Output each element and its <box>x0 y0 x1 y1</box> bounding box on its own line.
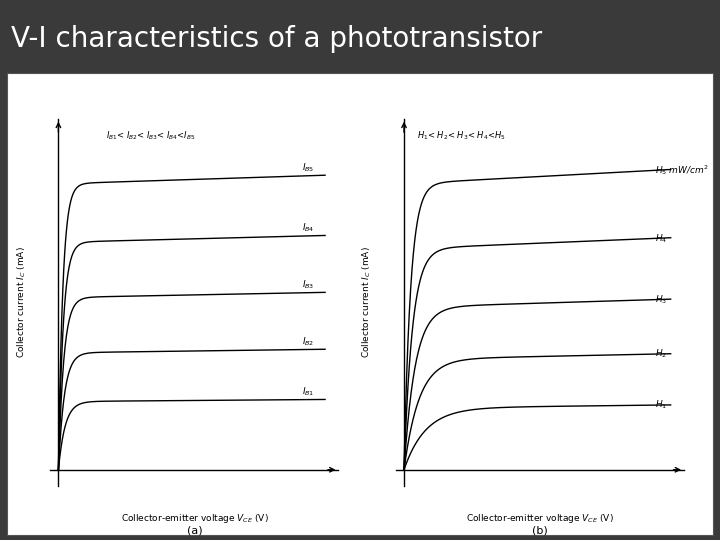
Text: (a): (a) <box>186 526 202 536</box>
Text: Collector current $I_C$ (mA): Collector current $I_C$ (mA) <box>361 246 374 359</box>
Text: Collector current $I_C$ (mA): Collector current $I_C$ (mA) <box>15 246 28 359</box>
Text: $H_3$: $H_3$ <box>655 293 667 306</box>
Text: $I_{B3}$: $I_{B3}$ <box>302 278 315 291</box>
Text: Collector-emitter voltage $V_{CE}$ (V): Collector-emitter voltage $V_{CE}$ (V) <box>120 512 269 525</box>
Text: $H_5$ mW/cm$^2$: $H_5$ mW/cm$^2$ <box>655 164 709 178</box>
Text: $H_1$< $H_2$< $H_3$< $H_4$<$H_5$: $H_1$< $H_2$< $H_3$< $H_4$<$H_5$ <box>418 129 506 141</box>
Text: (b): (b) <box>532 526 548 536</box>
Text: $I_{B2}$: $I_{B2}$ <box>302 335 315 348</box>
Text: $I_{B1}$< $I_{B2}$< $I_{B3}$< $I_{B4}$<$I_{B5}$: $I_{B1}$< $I_{B2}$< $I_{B3}$< $I_{B4}$<$… <box>107 129 196 141</box>
Text: Collector-emitter voltage $V_{CE}$ (V): Collector-emitter voltage $V_{CE}$ (V) <box>466 512 614 525</box>
Text: $H_2$: $H_2$ <box>655 348 667 360</box>
Text: $H_1$: $H_1$ <box>655 399 667 411</box>
Text: $I_{B5}$: $I_{B5}$ <box>302 161 315 173</box>
Text: $I_{B4}$: $I_{B4}$ <box>302 221 315 234</box>
Text: $H_4$: $H_4$ <box>655 232 667 245</box>
Text: $I_{B1}$: $I_{B1}$ <box>302 386 315 398</box>
Text: V-I characteristics of a phototransistor: V-I characteristics of a phototransistor <box>11 25 542 52</box>
